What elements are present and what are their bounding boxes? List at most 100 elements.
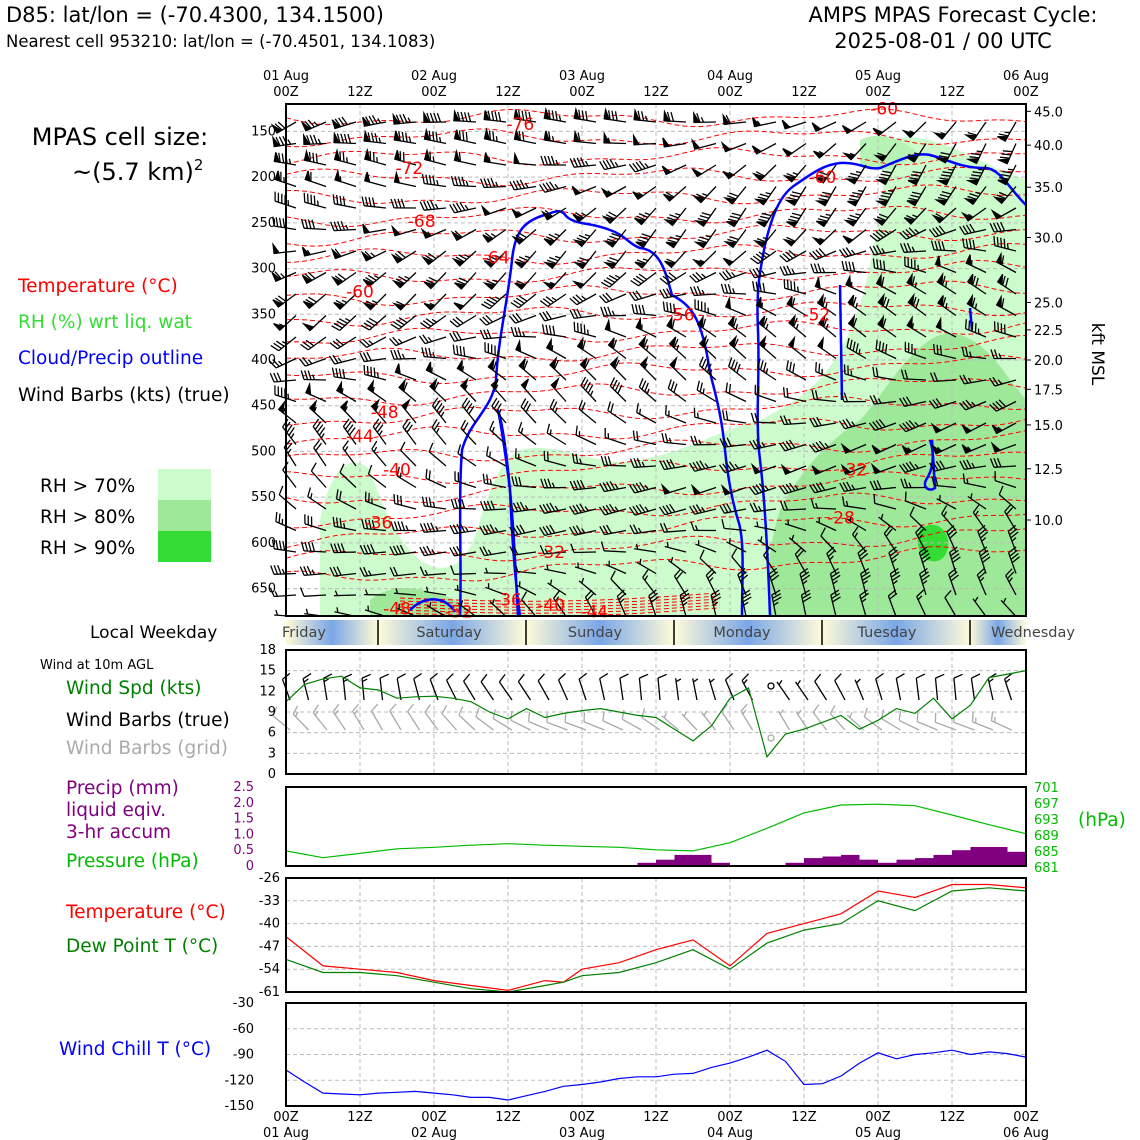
barb-full: [363, 322, 373, 329]
barb-full: [898, 464, 906, 473]
top-date-label: 03 Aug: [559, 69, 605, 84]
barb-staff: [665, 414, 687, 424]
barb-staff: [904, 465, 927, 474]
barb-full: [779, 415, 785, 425]
barb-full: [737, 567, 746, 576]
barb-full: [304, 370, 309, 380]
wind-barb: [511, 229, 537, 245]
barb-full: [425, 254, 434, 262]
barb-half: [802, 580, 808, 585]
barb-staff: [634, 312, 657, 317]
barb-full: [449, 547, 455, 557]
wind-barb: [367, 464, 387, 489]
barb-full: [488, 296, 498, 303]
barb-full: [306, 135, 311, 145]
barb-full: [855, 343, 859, 353]
barb-staff: [786, 250, 807, 263]
barb-half: [275, 609, 279, 616]
true-wind-barb: [599, 673, 609, 701]
barb-full: [399, 114, 405, 124]
barb-staff: [1000, 599, 1017, 617]
barb-flag: [691, 258, 706, 268]
top-date-label: 01 Aug: [263, 69, 309, 84]
wind-barb: [483, 127, 507, 145]
barb-flag: [870, 462, 882, 475]
barb-flag: [751, 145, 763, 155]
barb-full: [602, 293, 610, 302]
height-axis: 45.040.035.030.025.022.520.017.515.012.5…: [1026, 105, 1063, 529]
wind-speed-tick-label: 18: [259, 643, 276, 658]
legend-wind-chill: Wind Chill T (°C): [59, 1039, 211, 1060]
barb-half: [818, 150, 825, 155]
barb-full: [762, 282, 766, 293]
wind-barb: [423, 293, 447, 311]
barb-staff: [546, 432, 567, 446]
wind-barb: [725, 382, 747, 403]
wind-barb: [392, 112, 417, 125]
barb-flag: [661, 165, 672, 176]
barb-full: [315, 153, 318, 164]
wind-barb: [540, 478, 567, 489]
barb-full: [452, 546, 459, 556]
wind-barb: [705, 568, 717, 596]
barb-flag: [872, 218, 887, 226]
barb-full: [275, 136, 281, 146]
grid-wind-barbs: [272, 703, 1012, 742]
weekday-name: Sunday: [568, 625, 623, 641]
barb-staff: [664, 465, 687, 471]
barb-full: [333, 566, 339, 576]
barb-full: [282, 540, 286, 551]
wind-barb: [428, 442, 447, 467]
barb-full: [752, 281, 755, 291]
barb-full: [662, 301, 666, 311]
barb-full: [602, 505, 609, 515]
barb-full: [396, 545, 402, 555]
rh-shading: [320, 135, 1026, 616]
barb-staff: [393, 357, 417, 360]
barb-full: [315, 442, 323, 452]
barb-full: [389, 338, 397, 347]
wind-barb: [779, 415, 807, 426]
barb-half: [825, 303, 828, 309]
barb-half: [494, 254, 501, 259]
temperature-contour-label: -60: [870, 100, 898, 120]
barb-full: [310, 462, 317, 472]
barb-full: [329, 221, 335, 231]
barb-full: [857, 546, 866, 554]
wind-barb: [844, 164, 867, 185]
barb-half: [607, 137, 611, 144]
barb-full: [643, 339, 649, 349]
barb-full: [758, 251, 767, 259]
barb-flag: [990, 209, 1003, 220]
barb-full: [990, 711, 994, 721]
barb-full: [341, 116, 348, 125]
wind-barb: [874, 164, 897, 186]
wind-barb: [277, 399, 297, 424]
barb-full: [729, 235, 739, 241]
weekday-band: Local Weekday Friday Saturday Sunday Mon…: [90, 620, 1075, 645]
wind-barb: [811, 121, 837, 132]
barb-flag: [518, 358, 526, 371]
barb-full: [488, 255, 498, 261]
barb-staff: [599, 678, 606, 701]
barb-full: [819, 171, 829, 176]
barb-half: [517, 210, 523, 216]
barb-staff: [272, 715, 291, 731]
barb-flag: [361, 301, 376, 311]
barb-full: [733, 338, 739, 348]
barb-staff: [820, 535, 837, 553]
barb-full: [779, 266, 785, 276]
wind-barb: [335, 489, 357, 510]
barb-full: [718, 272, 726, 281]
barb-full: [400, 441, 406, 451]
barb-full: [514, 327, 519, 337]
barb-full: [542, 298, 552, 305]
wind-barb: [482, 228, 507, 243]
barb-staff: [710, 594, 717, 617]
wind-barb: [298, 356, 327, 367]
barb-staff: [768, 573, 777, 596]
barb-full: [906, 242, 912, 253]
barb-full: [537, 673, 545, 682]
barb-full: [730, 359, 736, 369]
pressure-tick-label: 681: [1034, 861, 1059, 876]
